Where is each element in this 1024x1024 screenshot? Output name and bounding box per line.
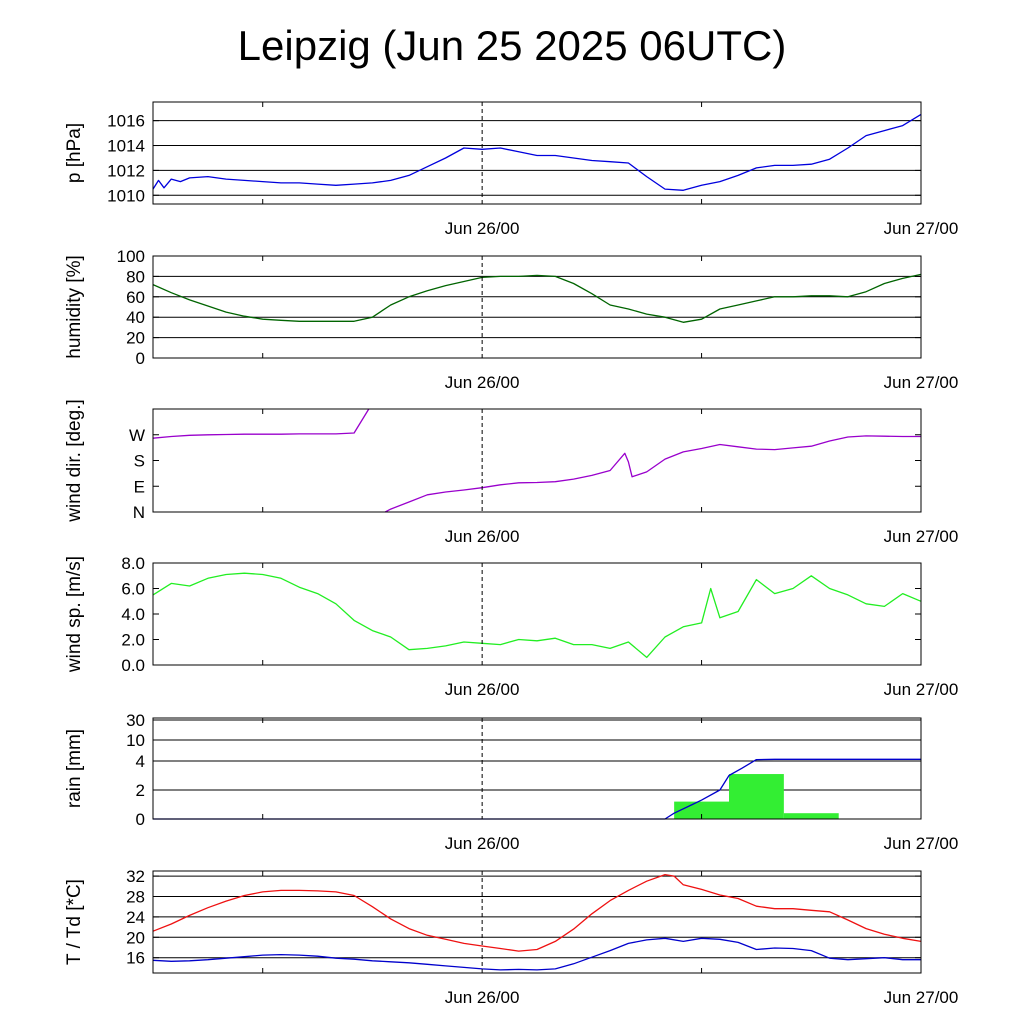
wind-dir-line <box>152 408 921 513</box>
x-tick-label: Jun 26/00 <box>445 834 520 853</box>
y-axis-label: wind sp. [m/s] <box>64 556 85 673</box>
y-tick-label: 28 <box>126 888 145 907</box>
y-tick-label: 0 <box>136 810 145 829</box>
y-tick-label: 30 <box>126 711 145 730</box>
panel-frame <box>152 870 922 974</box>
y-tick-label: 60 <box>126 288 145 307</box>
y-tick-label: 2 <box>136 781 145 800</box>
y-tick-label: 2.0 <box>121 631 145 650</box>
humidity-line <box>152 273 922 323</box>
y-tick-label: S <box>134 452 145 471</box>
y-tick-label: 0 <box>136 349 145 368</box>
y-tick-label: 16 <box>126 949 145 968</box>
y-tick-label: 0.0 <box>121 656 145 675</box>
y-axis-label: rain [mm] <box>64 729 85 808</box>
y-axis-label: humidity [%] <box>64 255 85 358</box>
x-tick-label: Jun 27/00 <box>884 834 959 853</box>
y-tick-label: 8.0 <box>121 554 145 573</box>
y-tick-label: E <box>134 477 145 496</box>
x-tick-label: Jun 26/00 <box>445 373 520 392</box>
y-tick-label: 10 <box>126 731 145 750</box>
y-tick-label: 100 <box>117 247 145 266</box>
y-tick-label: 1016 <box>107 112 145 131</box>
chart-title: Leipzig (Jun 25 2025 06UTC) <box>237 22 787 69</box>
dewpoint-line <box>152 937 921 971</box>
y-tick-label: 1014 <box>107 137 145 156</box>
x-tick-label: Jun 27/00 <box>884 219 959 238</box>
x-tick-label: Jun 27/00 <box>884 988 959 1007</box>
x-tick-label: Jun 26/00 <box>445 527 520 546</box>
panel-frame <box>152 408 922 513</box>
rain-cum-line <box>153 758 921 820</box>
y-tick-label: 4.0 <box>121 605 145 624</box>
y-axis-label: T / Td [*C] <box>64 879 85 965</box>
x-tick-label: Jun 26/00 <box>445 219 520 238</box>
panel-frame <box>152 717 922 820</box>
y-tick-label: N <box>133 503 145 522</box>
x-tick-label: Jun 26/00 <box>445 988 520 1007</box>
y-tick-label: 1012 <box>107 161 145 180</box>
y-tick-label: W <box>129 426 145 445</box>
y-tick-label: 80 <box>126 267 145 286</box>
panel-frame <box>152 562 922 666</box>
y-tick-label: 40 <box>126 308 145 327</box>
wind-speed-line <box>152 572 922 659</box>
panel-frame <box>152 101 922 205</box>
y-tick-label: 6.0 <box>121 580 145 599</box>
x-tick-label: Jun 27/00 <box>884 527 959 546</box>
x-tick-label: Jun 26/00 <box>445 680 520 699</box>
y-tick-label: 4 <box>136 752 145 771</box>
x-tick-label: Jun 27/00 <box>884 373 959 392</box>
y-axis-label: wind dir. [deg.] <box>64 399 85 523</box>
y-tick-label: 20 <box>126 928 145 947</box>
y-tick-label: 24 <box>126 908 145 927</box>
y-axis-label: p [hPa] <box>64 123 85 183</box>
rain-bar <box>729 774 784 819</box>
rain-bar <box>783 813 839 819</box>
y-tick-label: 32 <box>126 867 145 886</box>
temperature-line <box>152 873 922 952</box>
pressure-line <box>152 113 922 191</box>
x-tick-label: Jun 27/00 <box>884 680 959 699</box>
y-tick-label: 1010 <box>107 186 145 205</box>
y-tick-label: 20 <box>126 329 145 348</box>
panel-frame <box>152 255 922 359</box>
